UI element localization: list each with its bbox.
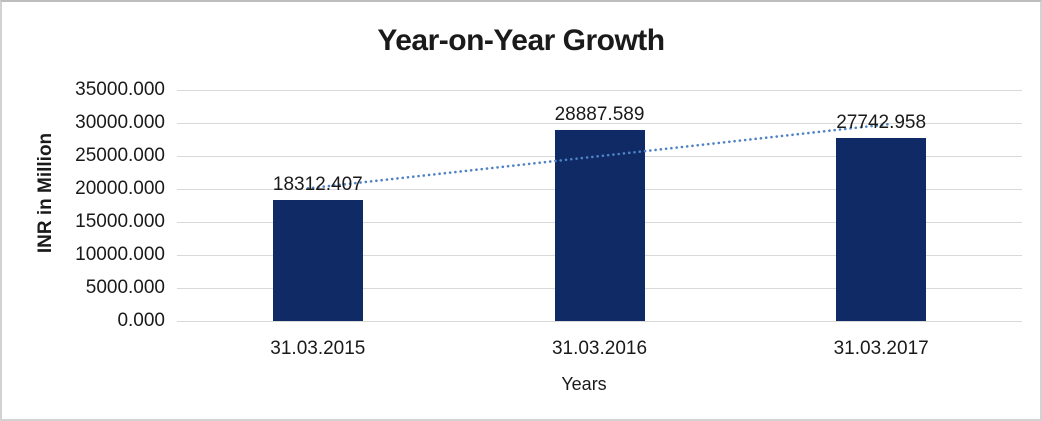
y-axis-tick-label: 25000.000 bbox=[75, 145, 165, 166]
data-label: 18312.407 bbox=[272, 174, 363, 196]
y-axis-tick-label: 5000.000 bbox=[85, 277, 165, 298]
bar-31.03.2016[interactable] bbox=[554, 130, 645, 321]
bar-31.03.2017[interactable] bbox=[836, 137, 927, 321]
y-axis-tick-label: 20000.000 bbox=[75, 178, 165, 199]
trendline[interactable] bbox=[306, 122, 893, 190]
y-axis-tick-label: 10000.000 bbox=[75, 244, 165, 265]
bar-31.03.2015[interactable] bbox=[272, 200, 363, 321]
gridline bbox=[177, 321, 1022, 322]
y-axis-tick-label: 15000.000 bbox=[75, 211, 165, 232]
x-axis-tick-label: 31.03.2017 bbox=[833, 338, 929, 359]
data-label: 28887.589 bbox=[554, 104, 645, 126]
x-axis-tick-label: 31.03.2016 bbox=[551, 338, 648, 359]
x-axis-tick-label: 31.03.2015 bbox=[270, 338, 366, 359]
plot-area: 18312.407 28887.589 27742.958 bbox=[177, 90, 1022, 322]
data-label: 27742.958 bbox=[836, 111, 927, 133]
y-axis-tick-label: 0.000 bbox=[117, 310, 165, 331]
x-axis-title: Years bbox=[561, 374, 607, 394]
y-axis-tick-label: 30000.000 bbox=[75, 112, 165, 133]
gridline bbox=[177, 123, 1022, 124]
y-axis-tick-label: 35000.000 bbox=[75, 79, 165, 100]
gridline bbox=[177, 90, 1022, 91]
chart-title: Year-on-Year Growth bbox=[377, 24, 665, 57]
